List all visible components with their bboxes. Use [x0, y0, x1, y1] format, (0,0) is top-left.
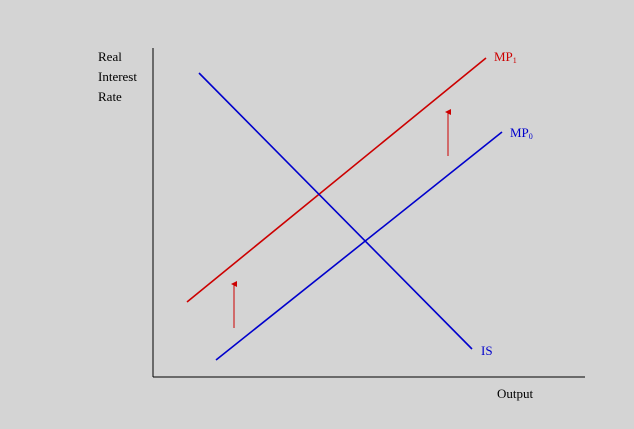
curve-label-subscript: 0: [529, 132, 533, 141]
curve-label-subscript: 1: [513, 56, 517, 65]
curve-label-main: MP: [494, 49, 513, 64]
x-axis-label: Output: [497, 386, 534, 401]
curve-label: IS: [481, 343, 493, 358]
y-axis-label: Rate: [98, 89, 122, 104]
mp1-curve: [186, 57, 487, 303]
y-axis-label: Interest: [98, 69, 137, 84]
curve-label-main: MP: [510, 125, 529, 140]
curve-label: MP1: [494, 49, 517, 65]
is-curve: [198, 72, 473, 350]
y-axis-label: Real: [98, 49, 122, 64]
mp0-curve: [215, 131, 503, 361]
curve-label: MP0: [510, 125, 533, 141]
